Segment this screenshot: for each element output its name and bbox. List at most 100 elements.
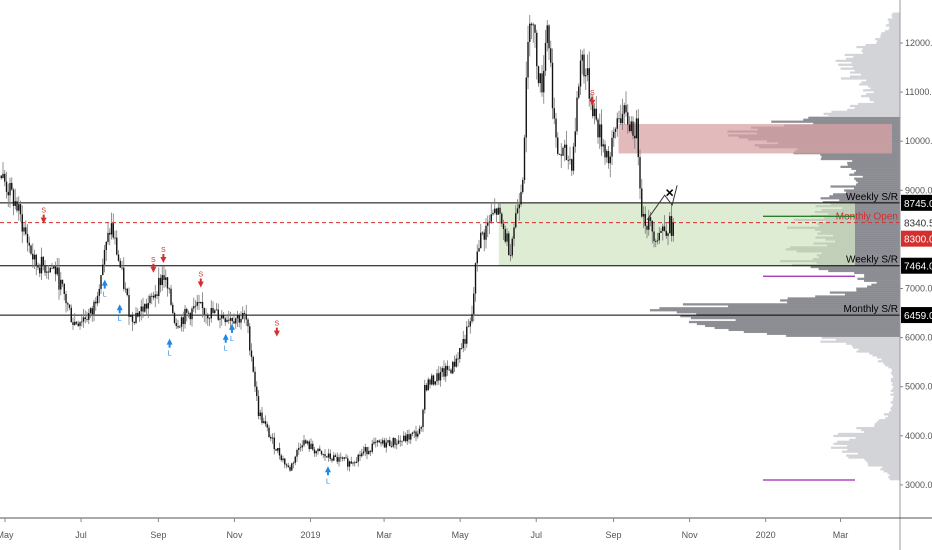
candle-body <box>130 314 132 317</box>
candle-body <box>511 238 513 256</box>
candle-body <box>362 451 365 454</box>
candle-body <box>429 379 431 385</box>
volume-profile-bar <box>833 193 900 196</box>
candle-body <box>189 313 191 320</box>
candle-body <box>28 242 30 246</box>
volume-profile-bar <box>875 38 900 41</box>
candle-body <box>93 301 95 315</box>
candle-body <box>378 440 380 443</box>
volume-profile-bar <box>880 468 900 471</box>
candle-body <box>203 308 205 315</box>
volume-profile-bar <box>876 42 900 45</box>
candle-body <box>46 271 48 273</box>
candle-body <box>4 173 6 182</box>
candle-body <box>616 118 618 129</box>
candle-body <box>187 312 190 314</box>
candle-body <box>287 465 289 467</box>
price-tag <box>901 307 932 324</box>
candle-body <box>532 24 534 26</box>
candle-body <box>263 421 265 423</box>
candle-body <box>607 150 610 164</box>
candle-body <box>273 437 275 450</box>
volume-profile-bar <box>856 45 900 49</box>
candle-body <box>614 128 617 132</box>
candle-body <box>291 463 293 471</box>
volume-profile-bar <box>893 375 900 379</box>
candle-body <box>499 207 501 214</box>
candle-body <box>627 112 629 125</box>
candle-body <box>9 182 11 196</box>
candle-body <box>5 181 8 192</box>
candle-body <box>613 131 615 138</box>
volume-profile-bar <box>815 295 900 298</box>
candle-body <box>103 249 106 265</box>
volume-profile-bar <box>854 106 900 110</box>
volume-profile-bar <box>690 316 900 320</box>
candle-body <box>334 455 337 457</box>
x-tick-label: Mar <box>376 530 392 540</box>
candle-body <box>159 277 162 286</box>
candle-body <box>266 424 268 428</box>
volume-profile-bar <box>786 334 900 337</box>
volume-profile-bar <box>840 67 900 70</box>
volume-profile-bar <box>847 163 900 167</box>
candle-body <box>460 347 463 349</box>
volume-profile-bar <box>855 169 900 172</box>
volume-profile-bar <box>851 344 900 347</box>
candle-body <box>502 223 505 230</box>
candle-body <box>369 450 372 452</box>
candle-body <box>539 73 541 84</box>
volume-profile-bar <box>649 309 900 312</box>
candle-body <box>389 440 391 446</box>
candle-body <box>198 302 200 304</box>
candle-body <box>88 313 90 320</box>
candle-body <box>396 443 398 445</box>
volume-profile-bar <box>836 338 900 341</box>
candle-body <box>156 294 158 297</box>
candle-body <box>578 86 580 98</box>
candle-body <box>254 371 256 387</box>
candle-body <box>123 267 125 289</box>
candle-body <box>161 275 163 286</box>
candle-body <box>270 437 272 439</box>
candle-body <box>194 305 197 307</box>
candle-body <box>375 441 377 443</box>
candle-body <box>399 440 401 442</box>
volume-profile-bar <box>854 171 900 174</box>
y-tick-label: 3000.0 <box>905 480 932 490</box>
candle-body <box>656 240 659 242</box>
candle-body <box>520 192 522 205</box>
candle-body <box>490 214 492 222</box>
volume-profile-bar <box>877 356 900 359</box>
candle-body <box>376 440 379 443</box>
volume-profile-bar <box>891 405 900 408</box>
trend-drawing <box>646 185 678 221</box>
candle-body <box>205 314 207 316</box>
candle-body <box>371 443 373 452</box>
level-label: Monthly Open <box>836 212 898 223</box>
volume-profile-bar <box>820 230 900 233</box>
candle-body <box>649 217 652 221</box>
volume-profile-bar <box>883 470 900 473</box>
candle-body <box>350 461 352 464</box>
volume-profile-bar <box>870 87 900 90</box>
candle-body <box>72 322 74 325</box>
candle-body <box>662 226 664 232</box>
candle-body <box>25 227 27 234</box>
candle-body <box>299 447 302 449</box>
candle-body <box>280 455 282 461</box>
candle-body <box>19 204 22 215</box>
candle-body <box>553 108 555 119</box>
x-tick-label: Jul <box>75 530 87 540</box>
drawings <box>646 185 678 221</box>
support-zone <box>498 202 855 266</box>
candle-body <box>450 369 452 374</box>
candle-body <box>277 448 279 451</box>
volume-profile-bar <box>849 104 900 108</box>
volume-profile-bar <box>787 297 900 300</box>
candle-body <box>417 433 419 437</box>
long-arrow-icon <box>101 279 108 289</box>
volume-profile-bar <box>820 153 900 157</box>
y-tick-label: 7000.0 <box>905 284 932 294</box>
